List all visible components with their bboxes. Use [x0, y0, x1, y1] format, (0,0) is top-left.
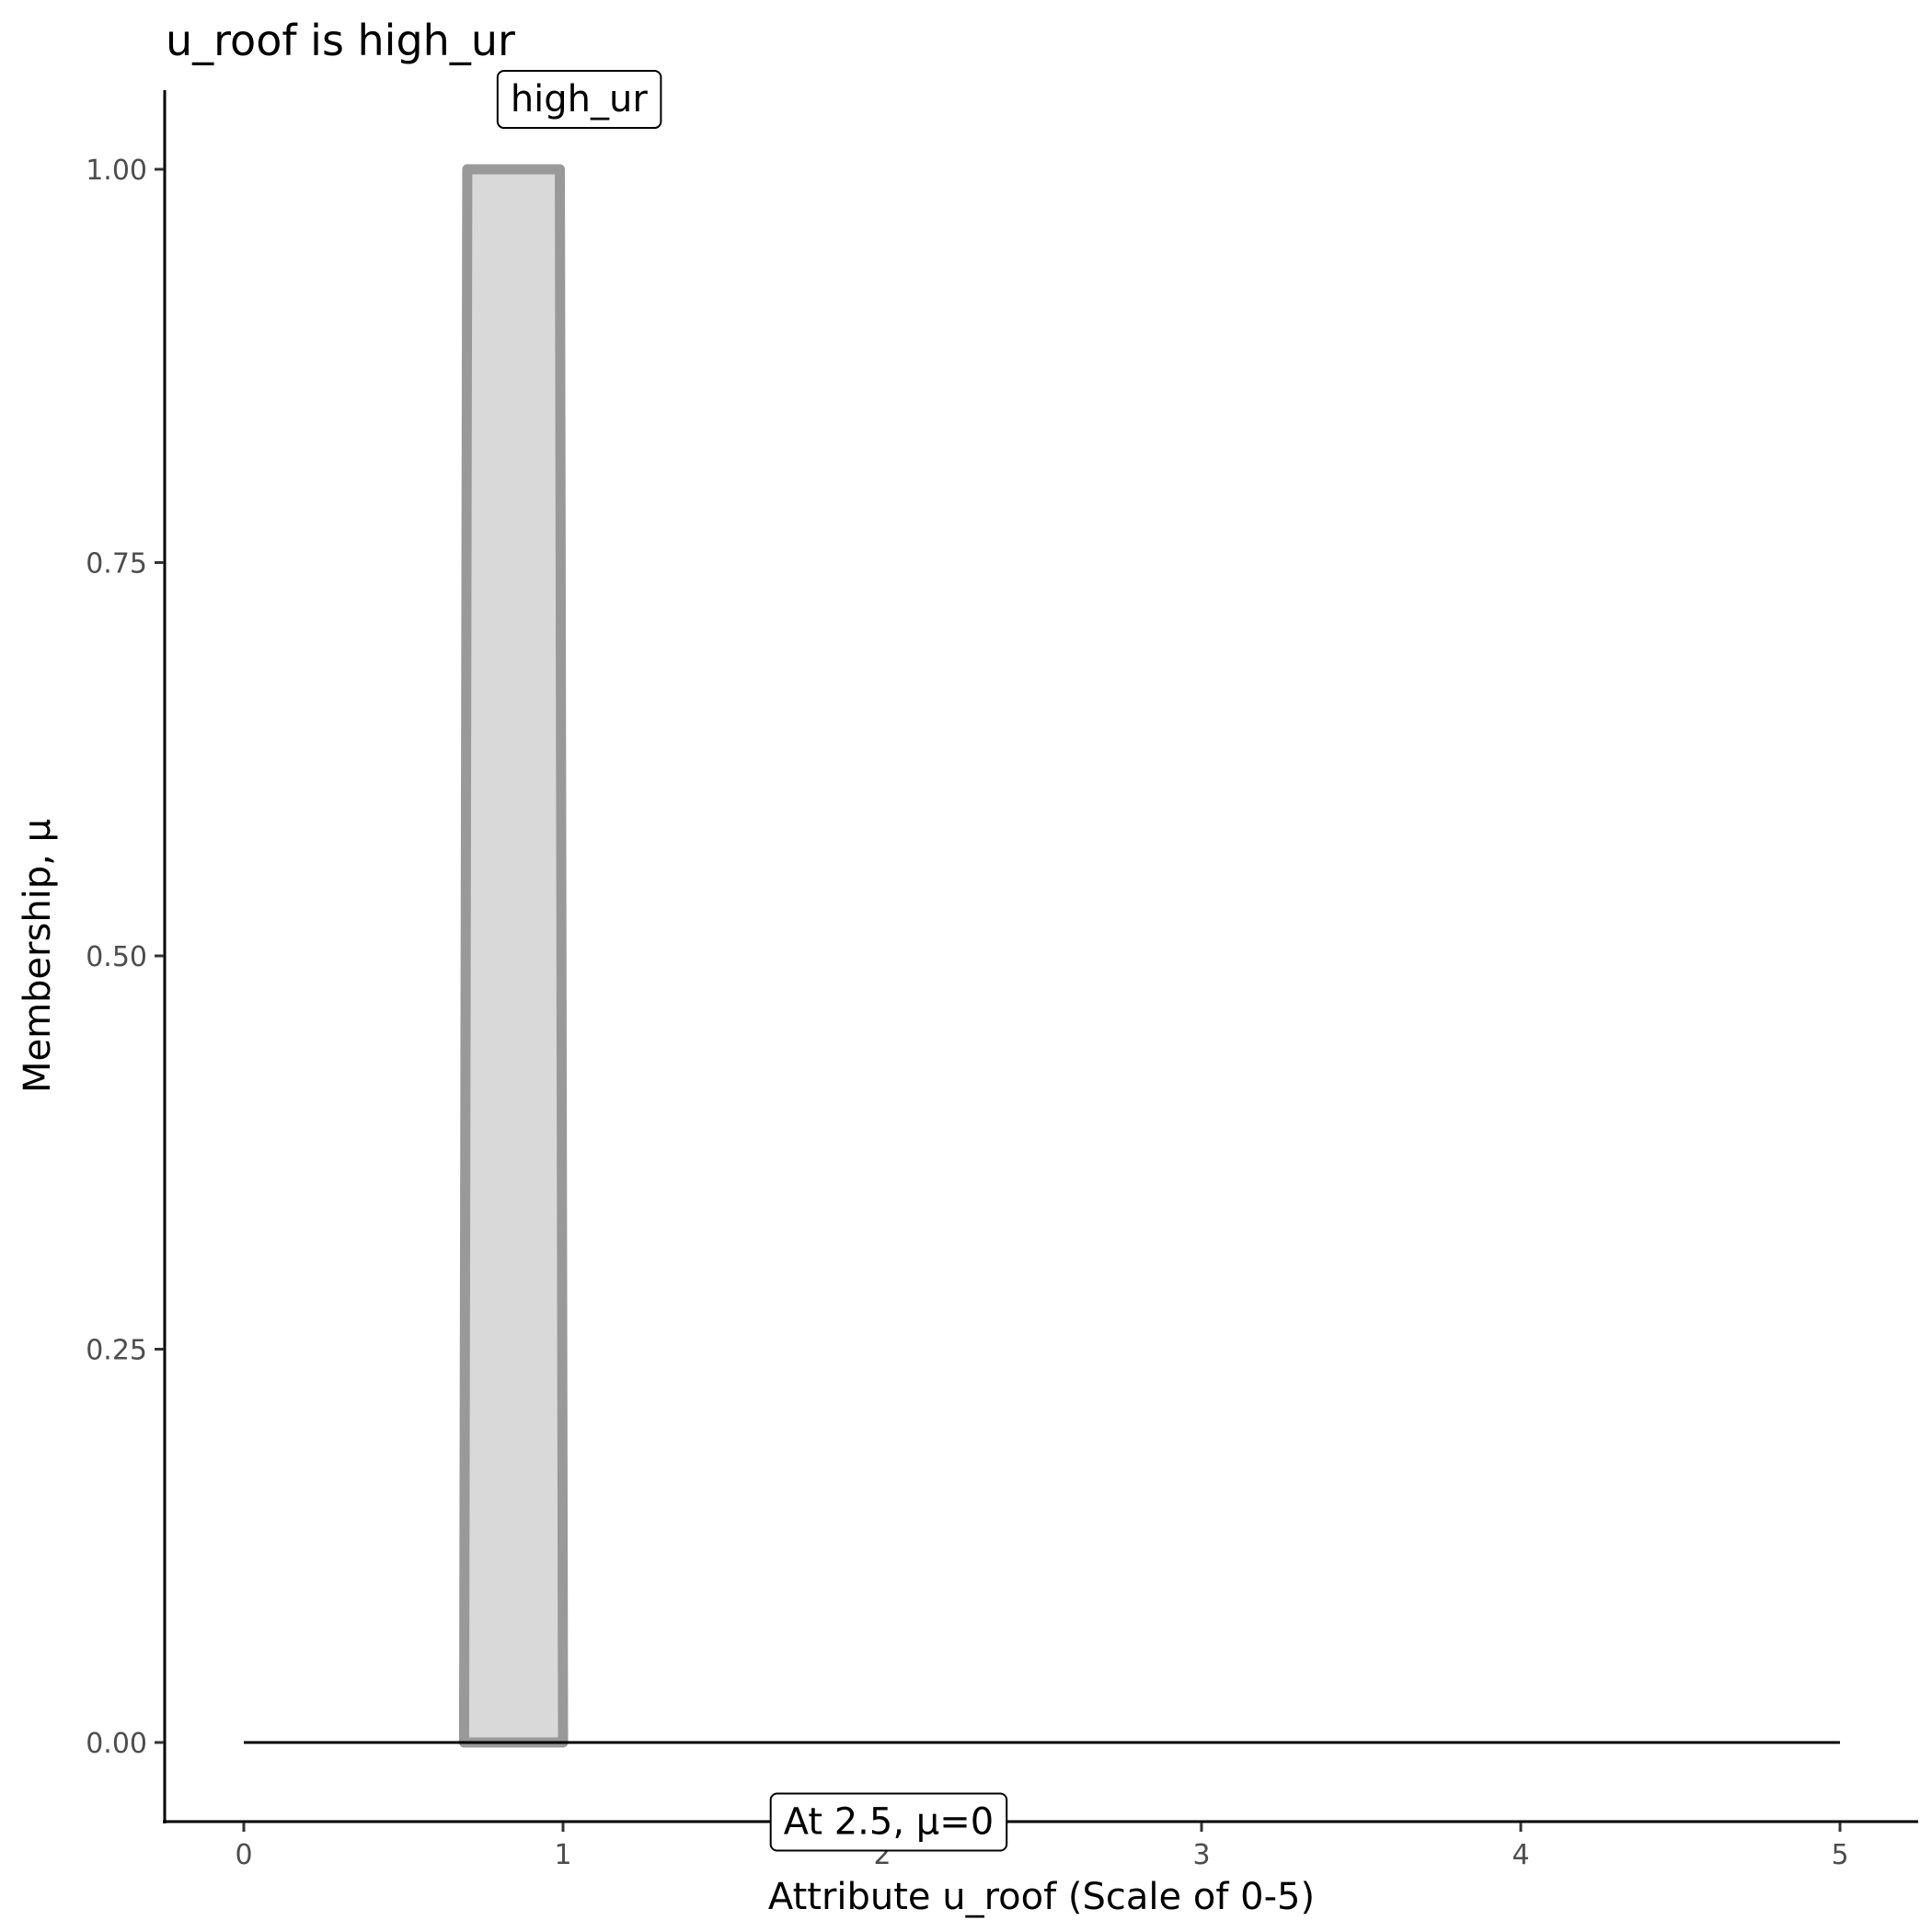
annotation-label: At 2.5, μ=0 — [769, 1792, 1008, 1852]
annotations: high_ur At 2.5, μ=0 — [496, 70, 1008, 1852]
y-axis-label: Membership, μ — [17, 819, 59, 1093]
x-tick-label: 1 — [554, 1839, 571, 1871]
y-tick-label: 1.00 — [86, 155, 147, 187]
plot-area — [244, 164, 1840, 1748]
annotation-box — [769, 1792, 1008, 1852]
x-tick-label: 3 — [1192, 1839, 1210, 1871]
y-tick-label: 0.75 — [86, 548, 147, 581]
annotation-text: high_ur — [511, 78, 649, 121]
y-ticks: 0.00 0.25 0.50 0.75 1.00 — [86, 155, 164, 1760]
x-tick-label: 0 — [235, 1839, 252, 1871]
y-tick-label: 0.50 — [86, 941, 147, 973]
x-tick-label: 4 — [1512, 1839, 1529, 1871]
series-high_ur-area — [458, 164, 569, 1748]
x-tick-label: 5 — [1831, 1839, 1848, 1871]
y-tick-label: 0.00 — [86, 1728, 147, 1760]
chart-title: u_roof is high_ur — [166, 16, 515, 65]
x-axis-label: Attribute u_roof (Scale of 0-5) — [768, 1876, 1315, 1918]
annotation-label: high_ur — [496, 70, 662, 130]
y-tick-label: 0.25 — [86, 1335, 147, 1367]
annotation-text: At 2.5, μ=0 — [784, 1801, 995, 1844]
annotation-box — [496, 70, 662, 130]
